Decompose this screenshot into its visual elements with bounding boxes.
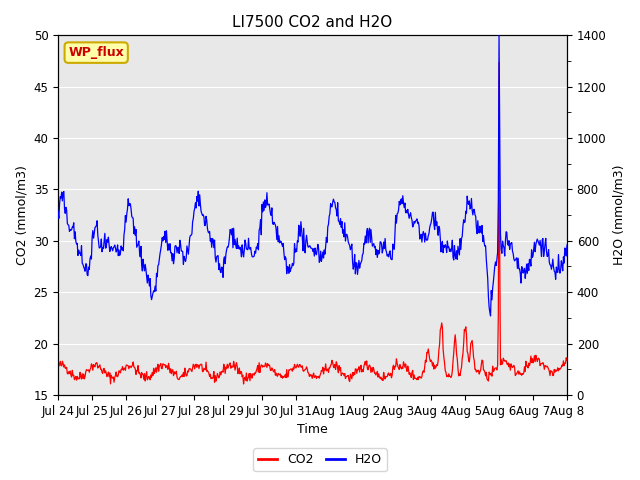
Legend: CO2, H2O: CO2, H2O <box>253 448 387 471</box>
Y-axis label: H2O (mmol/m3): H2O (mmol/m3) <box>612 165 625 265</box>
Y-axis label: CO2 (mmol/m3): CO2 (mmol/m3) <box>15 165 28 265</box>
X-axis label: Time: Time <box>297 423 328 436</box>
Title: LI7500 CO2 and H2O: LI7500 CO2 and H2O <box>232 15 393 30</box>
Text: WP_flux: WP_flux <box>68 46 124 59</box>
